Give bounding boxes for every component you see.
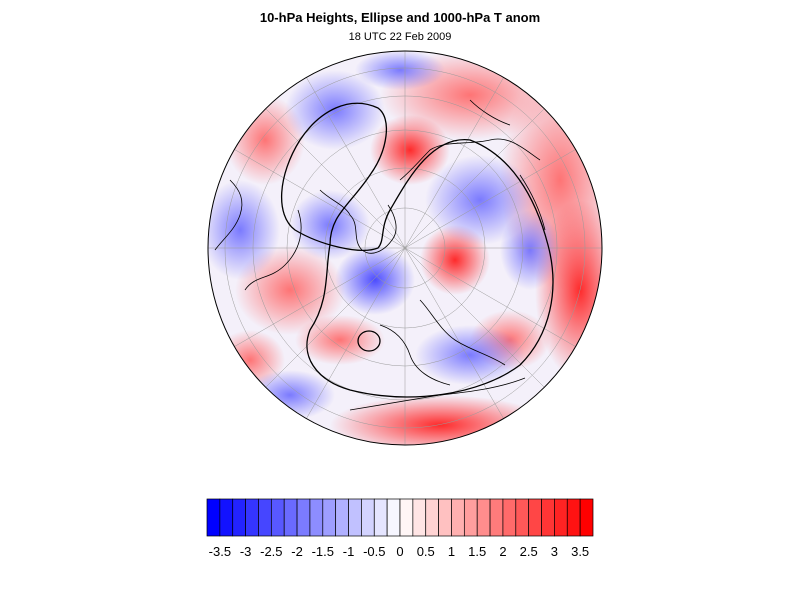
colorbar-swatch [399, 498, 414, 537]
colorbar-swatch [515, 498, 530, 537]
colorbar-swatch [438, 498, 452, 537]
colorbar-swatches [206, 498, 594, 537]
colorbar-swatch [502, 498, 517, 537]
colorbar-swatch [296, 498, 311, 537]
colorbar-swatch [463, 498, 478, 537]
colorbar-swatch [566, 498, 581, 537]
colorbar-swatch [489, 498, 504, 537]
globe-outline [207, 50, 603, 446]
colorbar-swatch [232, 498, 246, 537]
colorbar-tick-label: 0 [396, 544, 403, 559]
colorbar-tick-label: -0.5 [363, 544, 385, 559]
colorbar-tick-label: -2 [291, 544, 303, 559]
colorbar-tick-label: -1.5 [312, 544, 334, 559]
colorbar-tick-label: -3 [240, 544, 252, 559]
chart-title: 10-hPa Heights, Ellipse and 1000-hPa T a… [259, 10, 541, 25]
colorbar-swatch [219, 498, 234, 537]
colorbar-swatch [206, 498, 221, 537]
colorbar-swatch [528, 498, 542, 537]
colorbar-tick-label: 3.5 [571, 544, 589, 559]
colorbar-tick-label: 3 [551, 544, 558, 559]
colorbar-tick-label: 1.5 [468, 544, 486, 559]
colorbar-tick-label: 2 [499, 544, 506, 559]
colorbar-swatch [270, 498, 285, 537]
colorbar-swatch [412, 498, 427, 537]
colorbar-swatch [579, 498, 594, 537]
colorbar-swatch [361, 498, 375, 537]
colorbar-swatch [348, 498, 362, 537]
colorbar-tick-label: -3.5 [209, 544, 231, 559]
colorbar-swatch [258, 498, 272, 537]
graticule [208, 51, 602, 445]
colorbar-swatch [541, 498, 555, 537]
colorbar-tick-label: -2.5 [260, 544, 282, 559]
colorbar-swatch [322, 498, 337, 537]
colorbar-tick-label: 2.5 [520, 544, 538, 559]
colorbar-swatch [309, 498, 324, 537]
colorbar-swatch [386, 498, 401, 537]
ellipse-contour [280, 102, 554, 398]
chart-subtitle: 18 UTC 22 Feb 2009 [348, 31, 452, 43]
colorbar-swatch [476, 498, 491, 537]
colorbar-swatch [425, 498, 439, 537]
colorbar-swatch [245, 498, 259, 537]
colorbar-swatch [451, 498, 465, 537]
colorbar-swatch [373, 498, 388, 537]
colorbar-tick-label: -1 [343, 544, 355, 559]
colorbar-tick-label: 0.5 [417, 544, 435, 559]
colorbar-swatch [335, 498, 349, 537]
colorbar-labels: -3.5 -3 -2.5 -2 -1.5 -1 -0.5 0 0.5 1 1.5 2 2.5 3 3.5 [209, 544, 590, 559]
colorbar-swatch [283, 498, 298, 537]
colorbar-tick-label: 1 [448, 544, 455, 559]
colorbar-swatch [554, 498, 568, 537]
